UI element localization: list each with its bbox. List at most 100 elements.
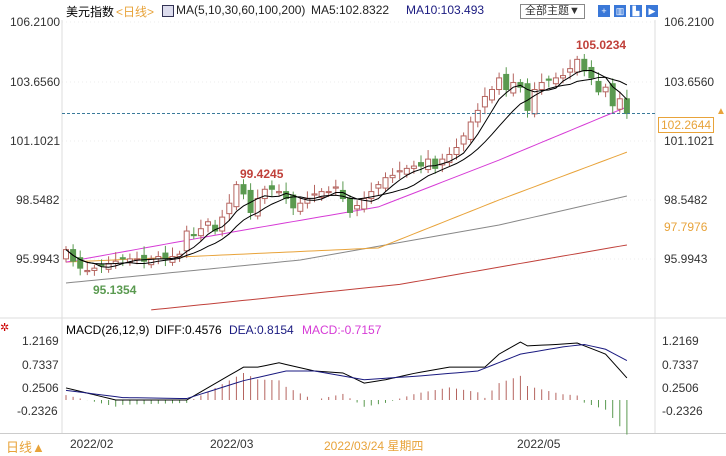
chart-type-icon[interactable]: ▥: [614, 5, 626, 17]
macd-axis-label: -0.2326: [17, 404, 58, 418]
y-label-left: 106.2100: [10, 15, 61, 29]
candle: [311, 193, 318, 196]
ma60-line: [65, 151, 628, 263]
macd-axis-label: 1.2169: [662, 334, 699, 348]
instrument-title: 美元指数: [66, 5, 115, 19]
candle: [77, 257, 84, 269]
ma-label: MA(5,10,30,60,100,200): [176, 3, 306, 17]
candle: [354, 205, 361, 210]
candle: [368, 191, 375, 200]
candle: [183, 230, 190, 252]
candle: [474, 109, 481, 123]
ma10-line: [65, 76, 628, 265]
candle: [190, 234, 197, 237]
ma30-line: [65, 106, 628, 263]
candle: [531, 89, 538, 115]
candle: [623, 98, 630, 115]
macd-axis-label: 0.7337: [22, 358, 59, 372]
candle: [481, 95, 488, 108]
y-label-right: 95.9943: [664, 252, 708, 266]
ma10-value: MA10:103.493: [406, 3, 485, 17]
y-label-left: 98.5482: [16, 193, 60, 207]
candle: [403, 167, 410, 175]
candle: [460, 135, 467, 145]
x-axis-divider: [0, 433, 726, 434]
crosshair-icon[interactable]: +: [598, 5, 610, 17]
candle: [567, 68, 574, 73]
candle: [318, 191, 325, 198]
ma5-line: [65, 69, 628, 268]
candle: [283, 191, 290, 200]
candle: [396, 170, 403, 173]
candle: [453, 147, 460, 155]
candle: [382, 177, 389, 189]
candle: [268, 185, 275, 190]
candle: [240, 184, 247, 195]
candle: [332, 186, 339, 189]
macd-axis-label: 0.2506: [662, 381, 699, 395]
candle: [588, 66, 595, 79]
macd-axis-label: -0.2326: [662, 404, 703, 418]
candle: [467, 121, 474, 140]
candle: [219, 216, 226, 232]
candle: [595, 80, 602, 93]
candle: [297, 202, 304, 212]
y-label-right: 98.5482: [664, 193, 708, 207]
y-label-right: 103.6560: [664, 75, 715, 89]
candle: [119, 257, 126, 260]
candle: [538, 82, 545, 91]
mid-high-annotation: 99.4245: [240, 167, 284, 181]
candle: [489, 89, 495, 101]
macd-axis-label: 0.2506: [22, 381, 59, 395]
macd-diff-line: [65, 341, 628, 401]
candle: [418, 162, 424, 167]
y-label-left: 103.6560: [10, 75, 61, 89]
period-selector[interactable]: <日线>: [116, 5, 155, 19]
period-button[interactable]: 日线▲: [6, 440, 45, 455]
macd-value: MACD:-0.7157: [302, 323, 382, 337]
candle: [410, 165, 417, 169]
y-label-right: 101.1021: [664, 134, 715, 148]
cursor-date: 2022/03/24 星期四: [324, 439, 424, 453]
candle: [496, 77, 503, 91]
y-label-right: 106.2100: [664, 15, 715, 29]
price-alert-icon[interactable]: ▲: [716, 106, 726, 117]
macd-diff: DIFF:0.4576: [155, 323, 222, 337]
candle: [524, 83, 531, 111]
candle: [616, 98, 623, 110]
candle: [162, 252, 169, 260]
candle: [91, 267, 98, 271]
candle: [84, 269, 91, 273]
candle: [276, 191, 282, 194]
high-annotation: 105.0234: [576, 38, 627, 52]
candle: [503, 73, 510, 91]
candle: [446, 153, 453, 164]
candle: [581, 58, 588, 72]
candle: [261, 188, 268, 200]
macd-label: MACD(26,12,9): [66, 323, 150, 337]
candle: [439, 158, 446, 166]
x-label: 2022/03: [210, 437, 254, 451]
theme-button[interactable]: 全部主题▼: [520, 4, 585, 19]
candle: [545, 78, 552, 81]
candle: [375, 184, 382, 189]
ma100-line: [65, 195, 628, 284]
candle: [602, 86, 609, 93]
forward-icon[interactable]: ▶: [646, 5, 658, 17]
macd-settings-icon[interactable]: ✲: [0, 322, 10, 334]
candle: [609, 83, 616, 107]
candle: [425, 158, 432, 171]
ma5-value: MA5:102.8322: [311, 3, 390, 17]
candle: [226, 202, 233, 215]
ma200-line: [151, 244, 627, 311]
current-price-tag: 102.2644: [658, 117, 715, 133]
indicator-icon[interactable]: [162, 5, 174, 17]
candle: [141, 254, 148, 262]
candle-icon[interactable]: ▙: [630, 5, 642, 17]
candle: [389, 174, 396, 179]
candle: [432, 158, 439, 169]
candle: [347, 198, 353, 213]
candle: [339, 189, 346, 200]
candle: [552, 77, 559, 85]
